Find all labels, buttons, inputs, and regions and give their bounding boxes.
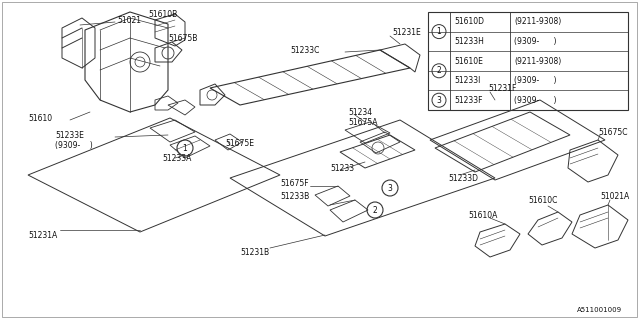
Text: 51610D: 51610D bbox=[454, 17, 484, 26]
Text: 51675C: 51675C bbox=[598, 127, 627, 137]
Text: 51233A: 51233A bbox=[162, 154, 191, 163]
Text: 51021A: 51021A bbox=[600, 191, 629, 201]
Text: 3: 3 bbox=[388, 183, 392, 193]
Text: 51233F: 51233F bbox=[454, 96, 483, 105]
Text: (9309-    ): (9309- ) bbox=[55, 140, 93, 149]
Text: 51233D: 51233D bbox=[448, 173, 478, 182]
Text: 51610A: 51610A bbox=[468, 211, 497, 220]
Text: (9309-      ): (9309- ) bbox=[514, 96, 557, 105]
Text: 1: 1 bbox=[182, 143, 188, 153]
Text: (9211-9308): (9211-9308) bbox=[514, 57, 561, 66]
Text: 51610C: 51610C bbox=[528, 196, 557, 204]
Text: 51675B: 51675B bbox=[168, 34, 197, 43]
Text: (9211-9308): (9211-9308) bbox=[514, 17, 561, 26]
Text: 3: 3 bbox=[436, 96, 442, 105]
Text: 51021: 51021 bbox=[117, 15, 141, 25]
Text: 51675E: 51675E bbox=[225, 139, 254, 148]
Text: 51233I: 51233I bbox=[454, 76, 481, 85]
Text: 1: 1 bbox=[436, 27, 442, 36]
Text: 51233: 51233 bbox=[330, 164, 354, 172]
Text: (9309-      ): (9309- ) bbox=[514, 37, 557, 46]
Text: 51231B: 51231B bbox=[240, 247, 269, 257]
Text: 2: 2 bbox=[372, 205, 378, 214]
Text: 51231E: 51231E bbox=[392, 28, 420, 36]
Bar bbox=[428, 12, 628, 110]
Text: 51233C: 51233C bbox=[290, 45, 319, 54]
Text: 2: 2 bbox=[436, 66, 442, 75]
Text: 51233E: 51233E bbox=[55, 131, 84, 140]
Text: 51610B: 51610B bbox=[148, 10, 177, 19]
Text: 51610E: 51610E bbox=[454, 57, 483, 66]
Text: (9309-      ): (9309- ) bbox=[514, 76, 557, 85]
Text: 51231F: 51231F bbox=[488, 84, 516, 92]
Text: 51231A: 51231A bbox=[28, 230, 57, 239]
Text: 51234: 51234 bbox=[348, 108, 372, 116]
Text: 51610: 51610 bbox=[28, 114, 52, 123]
Text: 51233H: 51233H bbox=[454, 37, 484, 46]
Text: 51233B: 51233B bbox=[280, 191, 309, 201]
Text: 51675A: 51675A bbox=[348, 117, 378, 126]
Text: A511001009: A511001009 bbox=[577, 307, 622, 313]
Text: 51675F: 51675F bbox=[280, 179, 308, 188]
